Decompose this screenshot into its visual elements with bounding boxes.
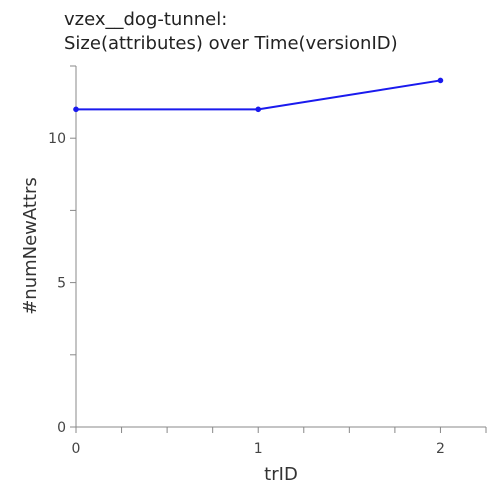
y-tick-label: 0	[57, 420, 66, 436]
chart-title: vzex__dog-tunnel: Size(attributes) over …	[64, 8, 398, 56]
data-point	[73, 106, 79, 113]
data-point	[255, 106, 262, 113]
x-tick-label: 2	[436, 441, 445, 457]
x-tick-label: 0	[72, 441, 81, 457]
x-axis-label: trID	[264, 464, 298, 485]
y-tick-label: 5	[57, 276, 66, 292]
series-group	[73, 77, 444, 113]
x-tick-label: 1	[254, 441, 263, 457]
series-line	[76, 79, 441, 111]
chart-title-line-1: vzex__dog-tunnel:	[64, 9, 228, 30]
data-point	[437, 77, 444, 84]
y-tick-label: 10	[48, 131, 66, 147]
y-axis-label: #numNewAttrs	[20, 177, 41, 315]
chart-title-line-2: Size(attributes) over Time(versionID)	[64, 33, 398, 54]
axes	[75, 66, 486, 428]
ticks: 0 5 10 0 1 2	[48, 65, 487, 457]
